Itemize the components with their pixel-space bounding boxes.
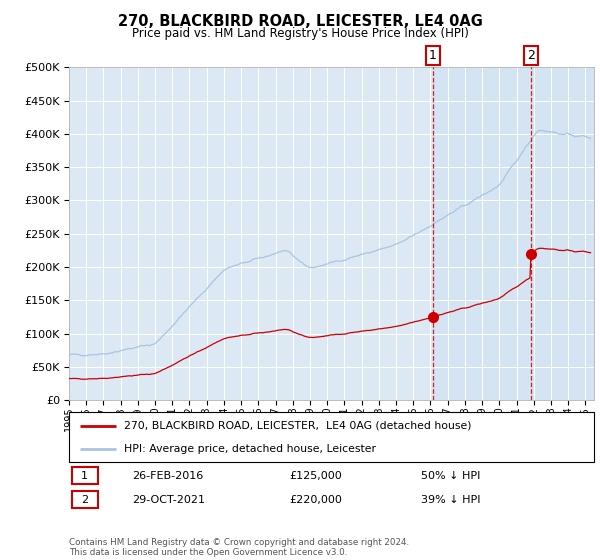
Text: Price paid vs. HM Land Registry's House Price Index (HPI): Price paid vs. HM Land Registry's House … [131, 27, 469, 40]
Bar [71, 468, 98, 484]
Text: 1: 1 [81, 471, 88, 480]
Text: Contains HM Land Registry data © Crown copyright and database right 2024.
This d: Contains HM Land Registry data © Crown c… [69, 538, 409, 557]
Text: 39% ↓ HPI: 39% ↓ HPI [421, 494, 480, 505]
Text: £220,000: £220,000 [290, 494, 343, 505]
Bar [71, 491, 98, 508]
Text: HPI: Average price, detached house, Leicester: HPI: Average price, detached house, Leic… [124, 445, 376, 454]
Text: £125,000: £125,000 [290, 471, 342, 480]
Text: 50% ↓ HPI: 50% ↓ HPI [421, 471, 480, 480]
Text: 26-FEB-2016: 26-FEB-2016 [132, 471, 203, 480]
Text: 270, BLACKBIRD ROAD, LEICESTER,  LE4 0AG (detached house): 270, BLACKBIRD ROAD, LEICESTER, LE4 0AG … [124, 421, 472, 431]
Text: 270, BLACKBIRD ROAD, LEICESTER, LE4 0AG: 270, BLACKBIRD ROAD, LEICESTER, LE4 0AG [118, 14, 482, 29]
Text: 2: 2 [81, 494, 88, 505]
Text: 2: 2 [527, 49, 535, 62]
Text: 29-OCT-2021: 29-OCT-2021 [132, 494, 205, 505]
Bar [433, 67, 594, 400]
Text: 1: 1 [429, 49, 437, 62]
